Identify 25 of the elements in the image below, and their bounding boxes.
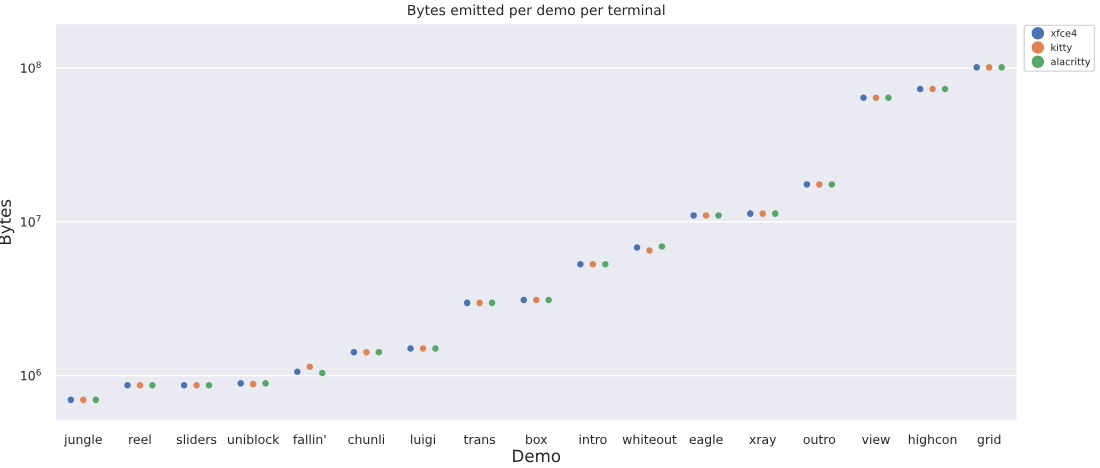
x-axis-title: Demo	[513, 449, 561, 463]
y-tick-label: 10$^{7}$	[21, 215, 41, 227]
x-tick-label: highcon	[908, 434, 957, 447]
x-tick-label: grid	[977, 434, 1001, 447]
x-tick-label: intro	[579, 434, 607, 445]
legend-label: alacritty	[1051, 57, 1091, 68]
x-tick-label: trans	[463, 435, 496, 445]
legend-label: xfce4	[1050, 29, 1077, 37]
x-tick-label: whiteout	[622, 434, 677, 445]
x-tick-label: view	[861, 434, 890, 445]
x-tick-label: xray	[749, 436, 777, 447]
x-tick-label: chunli	[348, 434, 385, 445]
x-tick-label: uniblock	[227, 434, 280, 445]
x-tick-label: fallin'	[293, 434, 326, 445]
x-tick-label: luigi	[411, 434, 435, 447]
y-tick-label: 10$^{8}$	[21, 61, 41, 73]
legend-label: kitty	[1051, 43, 1072, 53]
chart-title: Bytes emitted per demo per terminal	[408, 4, 665, 18]
x-tick-label: sliders	[176, 434, 217, 445]
y-tick-label: 10$^{6}$	[21, 368, 41, 381]
x-tick-label: outro	[803, 435, 836, 445]
x-tick-label: jungle	[63, 434, 102, 447]
x-tick-label: eagle	[689, 434, 723, 447]
x-tick-label: box	[526, 434, 548, 445]
x-tick-label: reel	[129, 434, 151, 445]
